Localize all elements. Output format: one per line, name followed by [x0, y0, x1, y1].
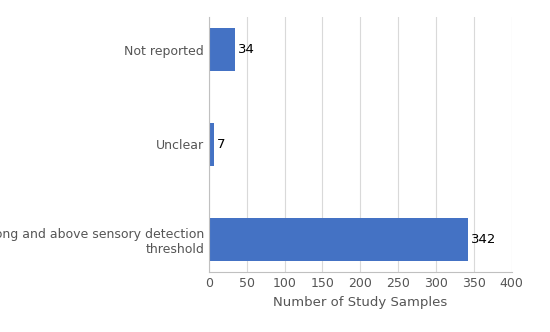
Bar: [209, 123, 214, 166]
Bar: [209, 28, 235, 71]
Bar: [209, 218, 468, 261]
Text: 34: 34: [238, 43, 255, 56]
Text: 342: 342: [471, 233, 496, 246]
X-axis label: Number of Study Samples: Number of Study Samples: [273, 296, 447, 309]
Text: 7: 7: [217, 138, 226, 151]
